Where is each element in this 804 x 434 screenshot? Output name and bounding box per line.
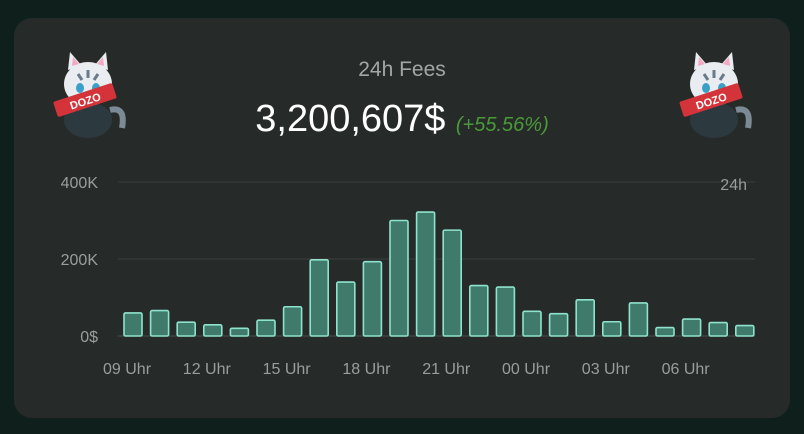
bar-11[interactable]	[176, 321, 196, 337]
y-axis-ticks: 0$ 200K 400K	[61, 175, 99, 346]
bar-10[interactable]	[149, 309, 170, 337]
cat-mascot-right: DOZO	[679, 52, 752, 138]
bar-19[interactable]	[389, 219, 409, 337]
bars	[123, 211, 755, 337]
fees-card	[14, 18, 790, 418]
x-tick-label: 15 Uhr	[263, 361, 312, 378]
bar-08[interactable]	[734, 324, 755, 337]
bar-23[interactable]	[495, 286, 516, 337]
bar-02[interactable]	[575, 299, 596, 337]
bar-18[interactable]	[362, 260, 383, 337]
bar-15[interactable]	[282, 305, 303, 337]
x-tick-label: 00 Uhr	[502, 361, 551, 378]
bar-14[interactable]	[256, 319, 276, 337]
bar-12[interactable]	[203, 324, 223, 337]
bar-07[interactable]	[708, 321, 729, 337]
bar-03[interactable]	[601, 320, 622, 337]
x-tick-label: 06 Uhr	[662, 361, 711, 378]
range-label: 24h	[720, 177, 747, 194]
y-tick-label: 0$	[80, 329, 98, 346]
cat-mascot-icon: DOZO	[679, 52, 752, 138]
x-tick-label: 12 Uhr	[183, 361, 232, 378]
x-tick-label: 03 Uhr	[582, 361, 631, 378]
bar-20[interactable]	[415, 211, 436, 337]
grid-lines	[118, 181, 755, 337]
y-tick-label: 200K	[61, 252, 99, 269]
bar-01[interactable]	[548, 312, 569, 337]
bar-17[interactable]	[335, 281, 356, 337]
x-tick-label: 21 Uhr	[422, 361, 471, 378]
total-row: 3,200,607$ (+55.56%)	[0, 98, 804, 141]
bar-00[interactable]	[522, 310, 542, 337]
bar-16[interactable]	[309, 258, 330, 337]
bar-06[interactable]	[681, 318, 702, 337]
x-tick-label: 18 Uhr	[342, 361, 391, 378]
bar-13[interactable]	[229, 327, 250, 337]
bar-04[interactable]	[628, 302, 649, 337]
chart-title: 24h Fees	[358, 58, 446, 81]
total-fees-value: 3,200,607$	[255, 98, 446, 140]
x-axis-ticks: 09 Uhr 12 Uhr 15 Uhr 18 Uhr 21 Uhr 00 Uhr 03 U…	[103, 361, 710, 378]
cat-mascot-left: DOZO	[53, 52, 126, 138]
x-tick-label: 09 Uhr	[103, 361, 152, 378]
bar-05[interactable]	[655, 326, 675, 337]
y-tick-label: 400K	[61, 175, 99, 192]
bar-21[interactable]	[442, 229, 463, 337]
cat-mascot-icon: DOZO	[53, 52, 126, 138]
total-change-percent: (+55.56%)	[455, 114, 549, 136]
bar-09[interactable]	[123, 312, 143, 337]
bar-22[interactable]	[468, 284, 489, 337]
